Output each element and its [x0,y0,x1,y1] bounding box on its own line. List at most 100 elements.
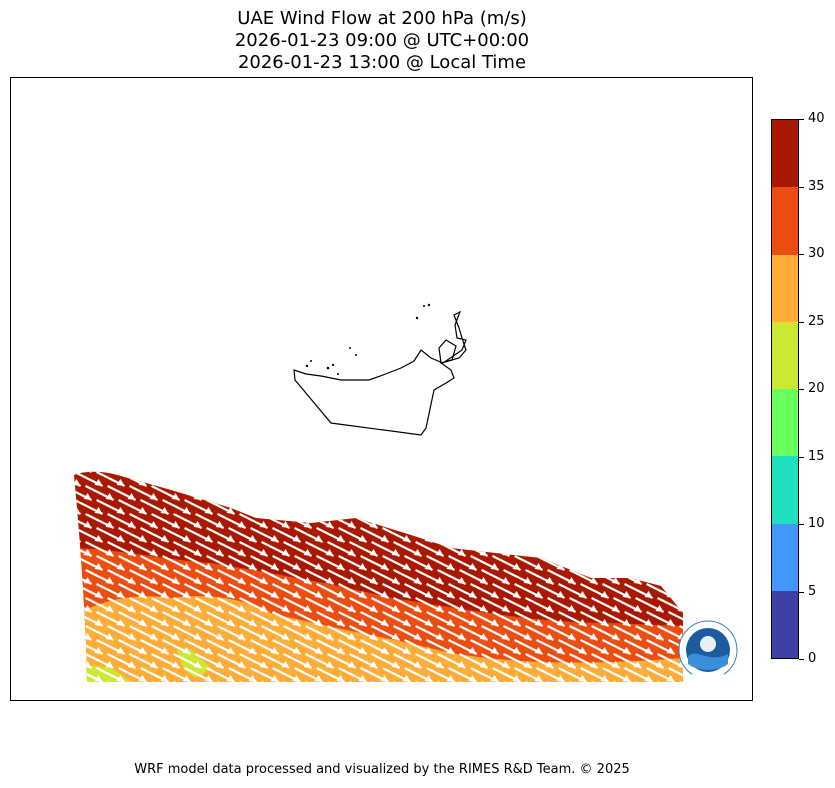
wind-arrow-head [689,507,697,514]
wind-arrow-head [612,689,620,696]
wind-arrow-head [622,479,631,486]
wind-arrow-head [314,535,323,542]
wind-arrow-head [677,521,683,528]
wind-arrow-head [578,563,587,570]
wind-arrow-head [578,535,587,542]
wind-arrow-head [457,661,466,668]
wind-arrow-head [677,549,683,556]
wind-arrow-shaft [283,681,313,682]
wind-arrow-head [391,549,400,556]
wind-arrow-head [182,647,191,654]
colorbar-tick [799,457,804,458]
wind-arrow-head [303,493,312,500]
wind-arrow-shaft [702,542,730,556]
wind-arrow-shaft [85,681,115,682]
wind-arrow-head [435,577,444,584]
wind-arrow-head [292,647,301,654]
wind-arrow-head [501,521,510,528]
wind-arrow-shaft [316,471,346,487]
wind-arrow-head [479,577,488,584]
wind-arrow-head [578,479,587,486]
wind-arrow-head [259,605,268,612]
colorbar-tick [799,322,804,323]
speed-band-20-25-patch [176,646,211,678]
wind-arrow-head [336,591,345,598]
wind-arrow-head [523,549,532,556]
wind-arrow-shaft [119,696,147,701]
wind-arrow-shaft [239,485,269,501]
wind-arrow-shaft [393,471,423,473]
wind-arrow-head [402,675,411,682]
wind-arrow-head [479,605,488,612]
wind-arrow-shaft [426,471,456,487]
wind-arrow-shaft [624,499,654,515]
wind-arrow-head [215,633,224,640]
wind-arrow-head [105,633,114,640]
wind-arrow-head [556,619,565,626]
wind-arrow-head [314,619,323,626]
wind-arrow-head [182,619,191,626]
wind-arrow-head [270,479,279,486]
wind-arrow-head [722,577,730,584]
wind-arrow-head [74,563,81,570]
wind-arrow-shaft [75,696,103,701]
wind-arrow-head [479,521,488,528]
wind-arrow-head [336,619,345,626]
wind-arrow-head [589,661,598,668]
wind-arrow-head [600,591,609,598]
wind-map [74,303,730,701]
wind-arrow-head [358,619,367,626]
wind-arrow-shaft [316,499,346,515]
wind-arrow-head [556,507,565,514]
wind-arrow-head [281,605,290,612]
wind-arrow-head [700,689,708,696]
wind-arrow-shaft [646,499,676,515]
wind-arrow-head [204,591,213,598]
wind-arrow-head [479,661,488,668]
wind-arrow-head [83,493,92,500]
wind-arrow-shaft [74,555,82,571]
wind-arrow-head [105,549,114,556]
wind-arrow-head [600,479,609,486]
wind-arrow-head [644,591,653,598]
wind-arrow-shaft [591,485,621,501]
wind-arrow-head [138,675,147,682]
wind-arrow-shaft [382,499,412,515]
wind-arrow-head [358,535,367,542]
wind-arrow-head [204,647,213,654]
wind-arrow-head [325,471,334,472]
wind-arrow-head [149,577,158,584]
wind-arrow-head [512,675,521,682]
wind-arrow-head [634,689,642,696]
wind-arrow-shaft [481,681,511,682]
wind-arrow-shaft [679,485,683,501]
wind-arrow-head [336,535,345,542]
wind-arrow-head [722,493,730,500]
wind-arrow-shaft [283,485,313,501]
wind-arrow-head [83,521,92,528]
wind-arrow-shaft [547,485,577,501]
wind-arrow-head [325,493,334,500]
wind-arrow-shaft [525,541,555,557]
wind-arrow-head [633,633,642,640]
wind-arrow-shaft [437,681,467,682]
wind-arrow-shaft [261,681,291,682]
wind-arrow-shaft [569,681,599,682]
wind-arrow-head [534,647,543,654]
colorbar-label: 5 [808,584,817,599]
wind-arrow-head [292,619,301,626]
wind-arrow-head [655,521,664,528]
wind-arrow-shaft [74,667,82,682]
wind-arrow-head [501,661,510,668]
wind-arrow-head [677,471,683,472]
wind-arrow-head [391,493,400,500]
wind-arrow-shaft [503,513,533,529]
wind-arrow-head [160,647,169,654]
wind-arrow-shaft [613,681,643,682]
wind-arrow-head [325,661,334,668]
wind-arrow-shaft [229,696,257,701]
wind-arrow-head [567,521,576,528]
wind-arrow-head [677,577,683,584]
colorbar-segment-6 [772,187,798,255]
wind-arrow-shaft [702,598,730,612]
